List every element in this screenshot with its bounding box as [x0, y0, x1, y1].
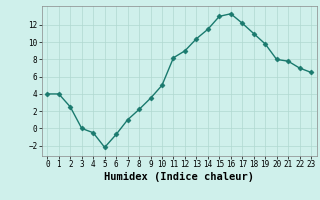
X-axis label: Humidex (Indice chaleur): Humidex (Indice chaleur) [104, 172, 254, 182]
